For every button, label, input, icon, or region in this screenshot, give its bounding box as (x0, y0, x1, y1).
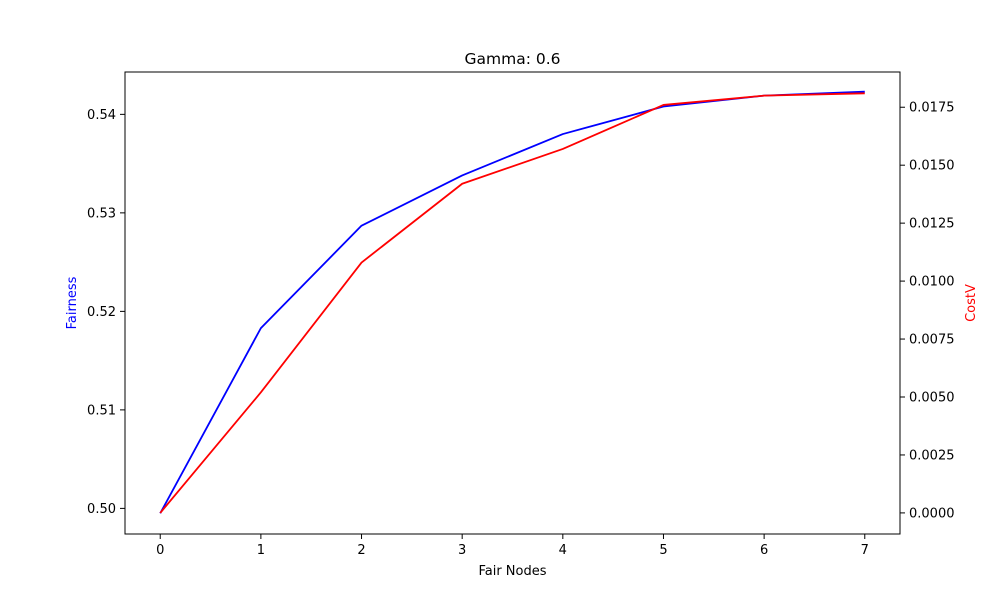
right-y-tick-label: 0.0125 (909, 217, 955, 232)
x-axis-title: Fair Nodes (478, 564, 546, 579)
x-tick-label: 4 (559, 543, 567, 558)
x-tick-label: 3 (458, 543, 466, 558)
x-tick-label: 0 (156, 543, 164, 558)
left-y-tick-label: 0.53 (87, 206, 116, 221)
right-y-tick-label: 0.0050 (909, 390, 955, 405)
x-tick-label: 5 (659, 543, 667, 558)
left-y-tick-label: 0.50 (87, 502, 116, 517)
series-layer (159, 90, 865, 514)
left-y-tick-label: 0.52 (87, 305, 116, 320)
plot-frame (124, 71, 901, 535)
x-tick-label: 2 (357, 543, 365, 558)
right-y-tick-label: 0.0025 (909, 448, 955, 463)
left-y-tick-label: 0.51 (87, 403, 116, 418)
ticks-layer: 0 1 2 3 4 5 6 7 0.50 0.51 0.52 0.53 0.54 0.0000 0.0025… (87, 101, 954, 558)
x-tick-label: 1 (257, 543, 265, 558)
right-y-tick-label: 0.0150 (909, 159, 955, 174)
costv-series-line (159, 92, 865, 514)
x-tick-label: 6 (760, 543, 768, 558)
left-axis-title: Fairness (65, 276, 80, 329)
x-tick-label: 7 (861, 543, 869, 558)
right-y-tick-label: 0.0175 (909, 101, 955, 116)
chart-title: Gamma: 0.6 (464, 50, 560, 68)
right-axis-title: CostV (964, 284, 979, 322)
right-y-tick-label: 0.0000 (909, 506, 955, 521)
right-y-tick-label: 0.0075 (909, 333, 955, 348)
left-y-tick-label: 0.54 (87, 108, 116, 123)
right-y-tick-label: 0.0100 (909, 275, 955, 290)
